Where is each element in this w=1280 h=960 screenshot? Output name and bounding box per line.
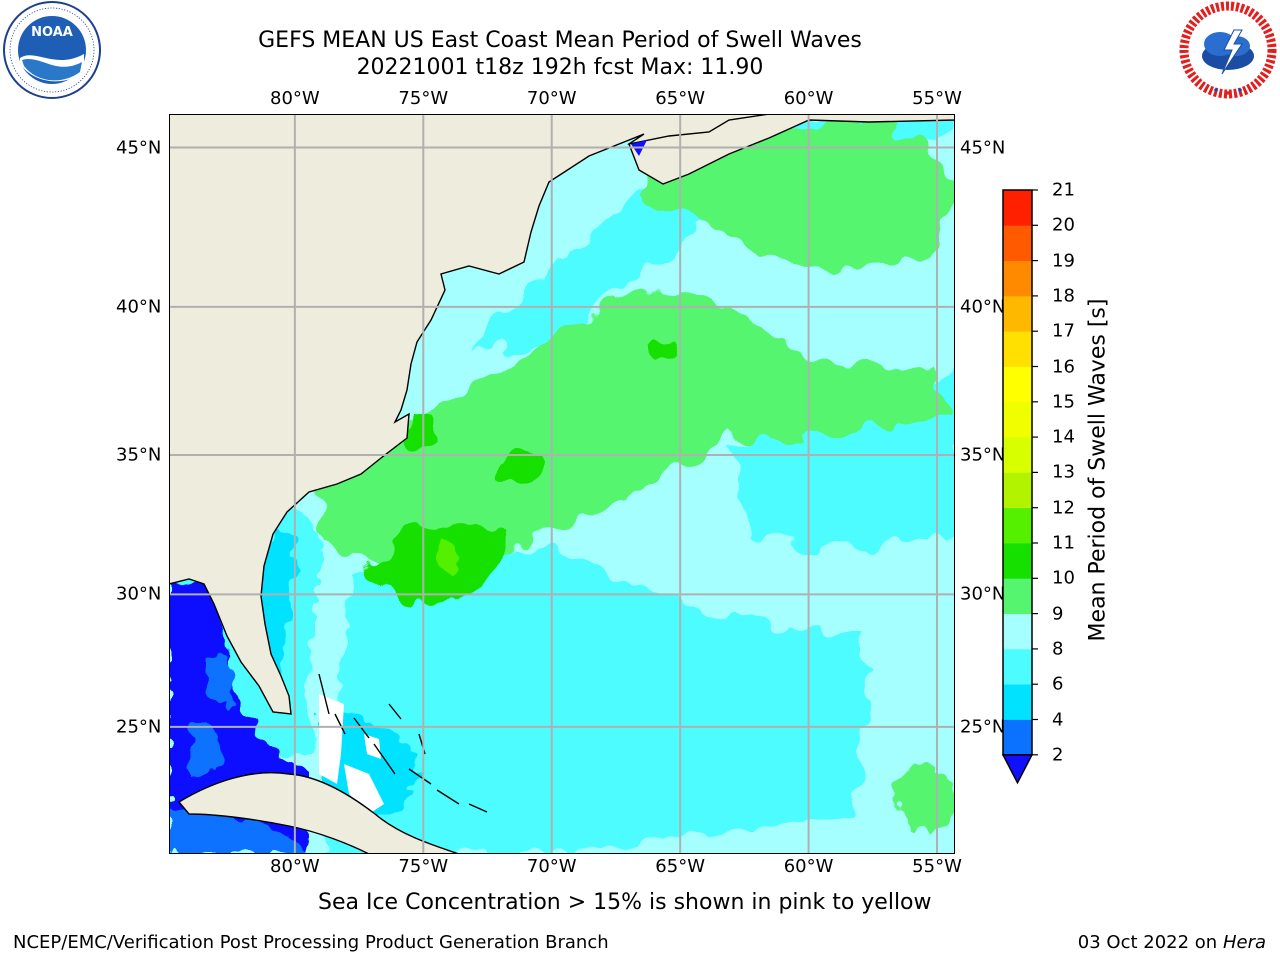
colorbar-segment	[1003, 507, 1032, 544]
no-data-patch	[344, 764, 384, 814]
chart-subtitle: 20221001 t18z 192h fcst Max: 11.90	[356, 55, 764, 80]
colorbar-tick-label: 20	[1052, 214, 1075, 236]
colorbar-tick-label: 17	[1052, 320, 1075, 342]
colorbar-segment	[1003, 613, 1032, 650]
noaa-logo-text: NOAA	[31, 25, 73, 40]
lon-tick-label: 70°W	[526, 88, 577, 109]
lat-lon-grid	[169, 114, 955, 854]
colorbar-tick-label: 16	[1052, 356, 1075, 377]
colorbar-tick-label: 11	[1052, 532, 1075, 554]
colorbar-segment	[1003, 401, 1032, 438]
lat-tick-label: 45°N	[116, 137, 162, 158]
lon-tick-label: 70°W	[526, 856, 577, 877]
lon-tick-label: 75°W	[398, 88, 449, 109]
lat-tick-label: 30°N	[116, 583, 162, 605]
footer-date: 03 Oct 2022 on Hera	[1078, 932, 1266, 953]
lon-tick-label: 60°W	[783, 856, 834, 877]
lon-tick-label: 65°W	[655, 856, 706, 877]
colorbar-segment	[1003, 190, 1032, 226]
lon-tick-label: 55°W	[912, 88, 962, 109]
lon-tick-label: 80°W	[270, 856, 320, 877]
colorbar-tick-label: 2	[1052, 744, 1064, 766]
lon-tick-label: 55°W	[912, 856, 962, 877]
lat-tick-label: 45°N	[960, 137, 1006, 158]
lat-tick-label: 35°N	[116, 444, 162, 466]
lat-tick-label: 25°N	[960, 716, 1006, 738]
lat-tick-label: 40°N	[960, 296, 1006, 318]
chart-title: GEFS MEAN US East Coast Mean Period of S…	[258, 28, 862, 53]
colorbar-segment	[1003, 295, 1032, 332]
maritimes-land	[628, 114, 955, 185]
colorbar	[1001, 189, 1038, 785]
colorbar-tick-label: 4	[1052, 709, 1064, 730]
map-panel	[169, 114, 955, 854]
colorbar-under-arrow	[1001, 754, 1034, 785]
colorbar-segment	[1003, 331, 1032, 367]
colorbar-tick-label: 15	[1052, 391, 1075, 413]
nws-logo	[1179, 1, 1277, 99]
lon-tick-label: 60°W	[783, 88, 834, 109]
colorbar-segment	[1003, 225, 1032, 261]
lat-tick-label: 40°N	[116, 296, 162, 318]
colorbar-tick-label: 18	[1052, 285, 1075, 307]
colorbar-tick-label: 12	[1052, 497, 1075, 519]
colorbar-tick-label: 9	[1052, 603, 1064, 625]
colorbar-segment	[1003, 260, 1032, 297]
footer-credit: NCEP/EMC/Verification Post Processing Pr…	[13, 932, 609, 953]
noaa-logo: NOAA	[3, 1, 101, 99]
lon-tick-label: 75°W	[398, 856, 449, 877]
footer-host: Hera	[1222, 932, 1266, 953]
colorbar-segment	[1003, 684, 1032, 720]
north-america-land	[169, 114, 805, 715]
no-data-patch	[364, 734, 381, 759]
sea-ice-note: Sea Ice Concentration > 15% is shown in …	[318, 890, 932, 915]
colorbar-tick-label: 19	[1052, 250, 1075, 272]
lon-tick-label: 80°W	[270, 88, 320, 109]
colorbar-segment	[1003, 437, 1032, 473]
colorbar-segment	[1003, 543, 1032, 579]
lat-tick-label: 30°N	[960, 583, 1006, 605]
colorbar-segment	[1003, 366, 1032, 403]
colorbar-tick-label: 21	[1052, 179, 1075, 201]
colorbar-segment	[1003, 472, 1032, 509]
colorbar-segment	[1003, 648, 1032, 685]
colorbar-tick-label: 8	[1052, 638, 1064, 660]
colorbar-segment	[1003, 719, 1032, 756]
colorbar-tick-label: 13	[1052, 461, 1075, 483]
lon-tick-label: 65°W	[655, 88, 706, 109]
colorbar-label: Mean Period of Swell Waves [s]	[1085, 298, 1111, 642]
colorbar-tick-label: 14	[1052, 426, 1075, 448]
swell-field	[309, 114, 955, 854]
bahamas-islands	[318, 673, 488, 813]
footer-date-text: 03 Oct 2022 on	[1077, 932, 1223, 953]
colorbar-segment	[1003, 578, 1032, 614]
colorbar-tick-label: 10	[1052, 567, 1075, 589]
colorbar-tick-label: 6	[1052, 673, 1064, 695]
no-data-patch	[319, 694, 344, 784]
lat-tick-label: 25°N	[116, 716, 162, 738]
lat-tick-label: 35°N	[960, 444, 1006, 466]
